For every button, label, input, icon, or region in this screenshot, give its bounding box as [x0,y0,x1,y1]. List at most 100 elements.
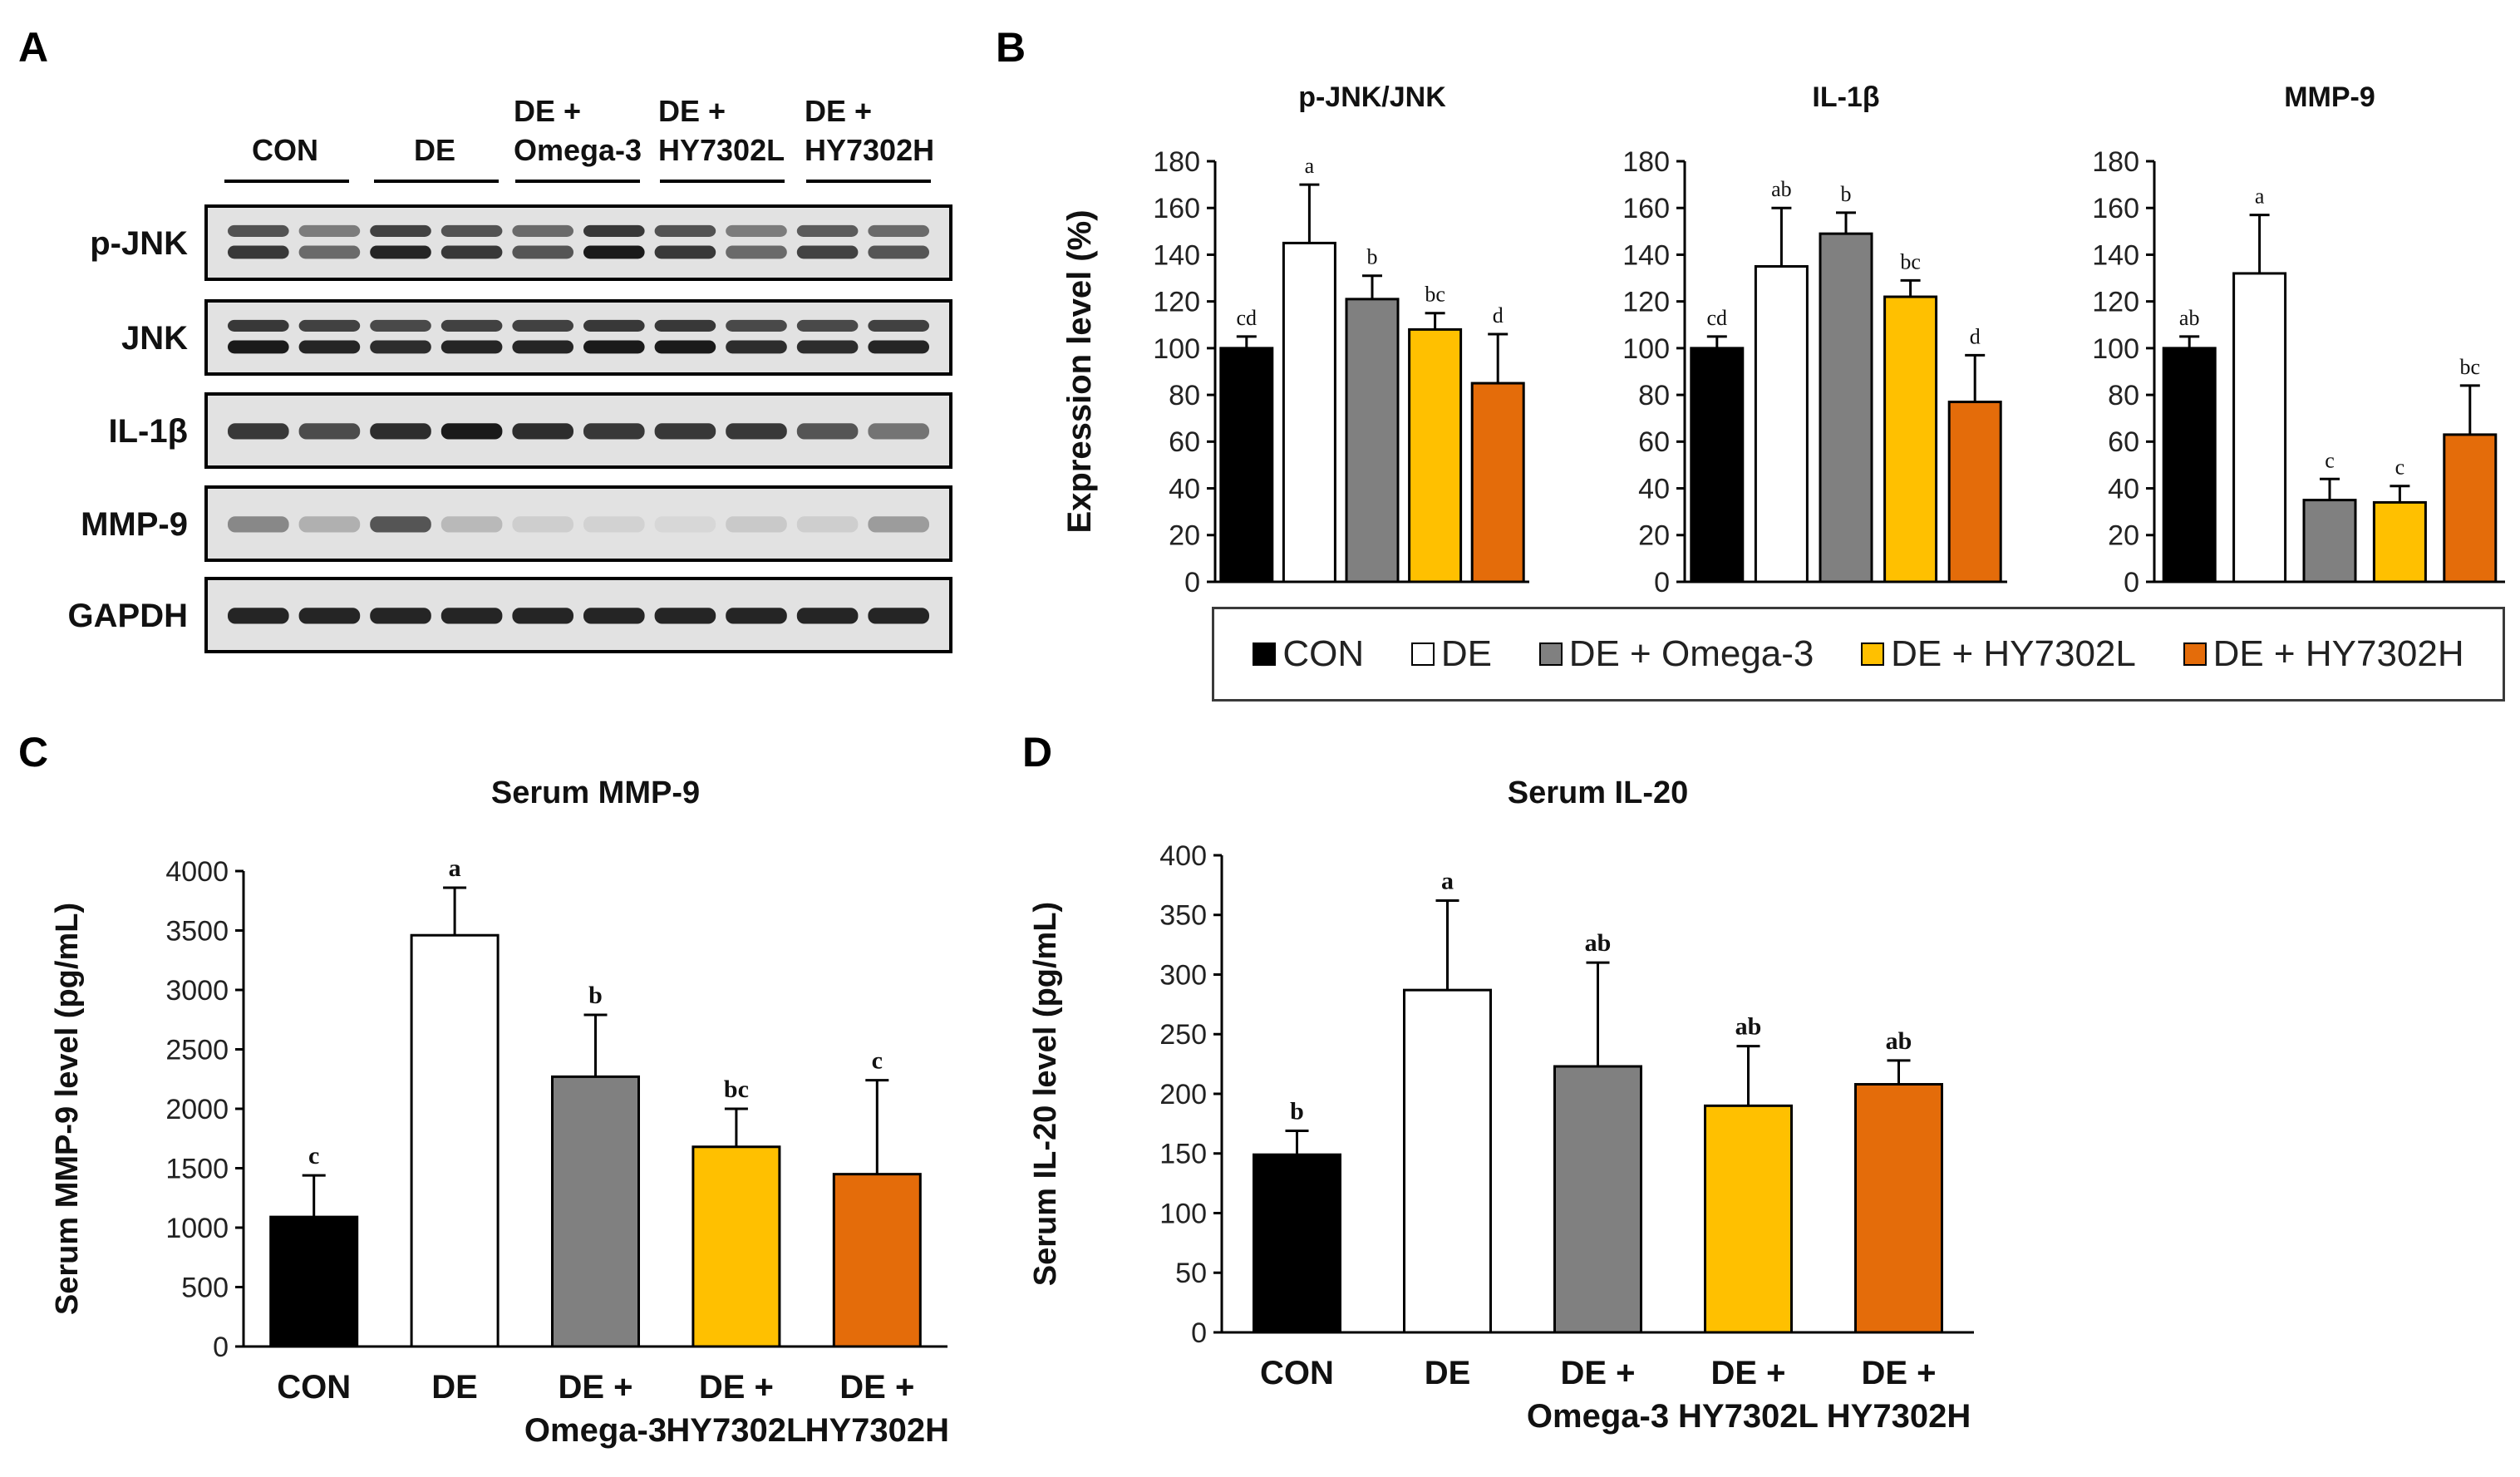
bar-con [1253,1153,1341,1334]
bar-de-hy7302h [832,1173,922,1348]
blot-band [796,423,859,440]
blot-band [726,423,787,440]
blot-band [512,608,573,624]
bar-con [2162,347,2217,583]
blot-band [441,423,503,440]
bar-con [1690,347,1745,583]
blot-strip-jnk [204,299,952,376]
bar-de-hy7302h [1947,401,2002,583]
y-tick-label: 2500 [165,1034,229,1066]
bar-de-hy7302h [1854,1083,1943,1334]
significance-label: a [449,854,461,882]
x-tick-label: CON [1260,1355,1334,1391]
y-tick-label: 40 [1169,473,1200,505]
blot-band [868,340,929,354]
y-tick-label: 80 [2108,380,2139,411]
significance-label: bc [1900,249,1921,273]
blot-group-label-con: CON [252,133,318,167]
y-tick-label: 100 [2092,333,2139,365]
blot-band [228,608,289,624]
x-tick-label: DE + [699,1369,774,1406]
y-tick-label: 1000 [165,1213,229,1244]
y-tick-label: 120 [1622,287,1670,318]
blot-band [583,245,645,259]
legend-swatch-hy7302h [2183,642,2207,666]
chart-title: Serum IL-20 [1508,775,1689,810]
y-tick-label: 40 [1638,473,1670,505]
y-tick-label: 3500 [165,915,229,947]
y-tick-label: 100 [1159,1198,1207,1229]
blot-band [654,319,716,332]
blot-group-label-de-hy7302h: DE + [805,94,872,128]
bar-de-hy7302h [1470,382,1525,583]
y-axis-label: Expression level (%) [1061,209,1098,533]
y-tick-label: 350 [1159,900,1207,932]
y-tick-label: 80 [1169,380,1200,411]
legend-label-con: CON [1282,633,1365,674]
significance-label: d [1493,303,1504,327]
blot-group-label-line2-de-omega-3: Omega-3 [514,133,642,167]
y-tick-label: 120 [2092,287,2139,318]
bar-de-hy7302l [1408,327,1463,583]
blot-group-label-line2-de-hy7302l: HY7302L [658,133,785,167]
y-tick-label: 500 [181,1272,229,1303]
blot-row-label-mmp-9: MMP-9 [81,506,188,543]
blot-band [441,319,503,332]
blot-band [370,608,431,624]
blot-band [298,608,361,624]
blot-band [868,245,929,259]
y-tick-label: 40 [2108,473,2139,505]
legend-swatch-omega3 [1538,642,1563,666]
blot-band [868,516,929,533]
blot-band [441,340,503,354]
blot-band [583,319,645,332]
bar-de-hy7302l [1704,1104,1793,1334]
legend-swatch-con [1253,642,1277,666]
blot-band [868,319,929,332]
y-tick-label: 60 [1638,426,1670,458]
bar-de [410,933,500,1348]
y-tick-label: 250 [1159,1019,1207,1051]
y-tick-label: 100 [1622,333,1670,365]
blot-band [796,224,859,237]
chart-title: IL-1β [1812,81,1879,113]
legend-swatch-de [1410,642,1435,666]
blot-band [370,224,431,237]
significance-label: c [308,1142,319,1169]
y-axis-label: Serum IL-20 level (pg/mL) [1028,902,1063,1286]
y-tick-label: 0 [1654,567,1670,598]
y-tick-label: 0 [1191,1317,1207,1349]
blot-band [726,245,787,259]
significance-label: c [2325,448,2335,472]
y-tick-label: 120 [1153,287,1200,318]
blot-band [583,516,645,533]
y-tick-label: 4000 [165,856,229,888]
y-axis-label: Serum MMP-9 level (pg/mL) [50,903,85,1315]
x-tick-label-line2: Omega-3 [1527,1398,1669,1435]
blot-band [583,423,645,440]
y-tick-label: 80 [1638,380,1670,411]
y-tick-label: 200 [1159,1079,1207,1110]
blot-band [868,608,929,624]
panel-letter-d: D [1022,729,1052,775]
blot-band [583,608,645,624]
significance-label: b [588,982,603,1009]
x-tick-label: DE + [1560,1355,1635,1391]
significance-label: cd [1707,306,1728,330]
blot-band [512,224,573,237]
significance-label: a [2255,185,2265,209]
blot-row-label-gapdh: GAPDH [68,598,188,634]
significance-label: ab [1886,1027,1912,1055]
blot-band [654,516,716,533]
significance-label: a [1441,868,1454,895]
y-tick-label: 20 [1638,520,1670,552]
blot-band [370,319,431,332]
blot-group-label-de: DE [414,133,455,167]
x-tick-label-line2: HY7302H [1827,1398,1971,1435]
blot-band [726,319,787,332]
significance-label: ab [1771,177,1792,201]
bar-de [2232,272,2287,583]
blot-band [726,516,787,533]
blot-band [726,608,787,624]
blot-band [512,516,573,533]
